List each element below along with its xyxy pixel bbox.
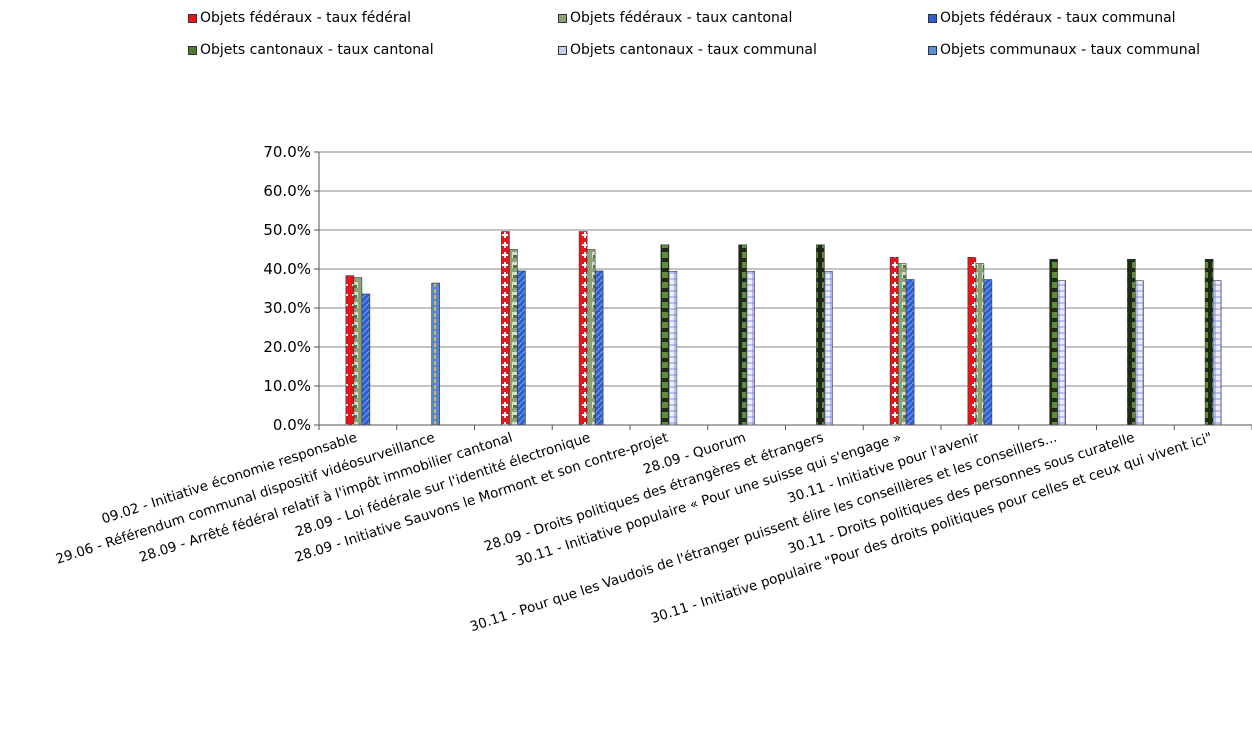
bar-series-1-cat-8 (975, 263, 985, 426)
y-tick-label: 30.0% (263, 299, 311, 317)
legend-item-communal-communal: Objets communaux - taux communal (928, 42, 1200, 58)
legend-label: Objets fédéraux - taux communal (940, 10, 1176, 26)
legend-swatch-light-blue (928, 45, 937, 55)
legend: Objets fédéraux - taux fédéral Objets fé… (0, 0, 1252, 70)
y-tick-label: 60.0% (263, 182, 311, 200)
x-axis: 09.02 - Initiative économie responsable2… (54, 424, 1252, 635)
bar-series-4-cat-5 (746, 271, 755, 426)
legend-label: Objets cantonaux - taux cantonal (200, 42, 434, 58)
legend-swatch-grey-green (558, 13, 567, 23)
bar-series-3-cat-6 (816, 244, 825, 426)
legend-item-federal-communal: Objets fédéraux - taux communal (928, 10, 1176, 26)
legend-label: Objets communaux - taux communal (940, 42, 1201, 58)
y-tick-label: 40.0% (263, 260, 311, 278)
bar-series-1-cat-0 (353, 277, 363, 426)
bar-series-5-cat-1 (431, 282, 440, 426)
bar-series-2-cat-8 (983, 279, 993, 426)
bar-series-2-cat-0 (361, 293, 371, 426)
bar-series-0-cat-7 (889, 256, 899, 426)
bar-series-1-cat-7 (897, 263, 907, 426)
bar-series-2-cat-3 (594, 270, 604, 426)
legend-item-cantonal-cantonal: Objets cantonaux - taux cantonal (188, 42, 434, 58)
bar-series-0-cat-8 (967, 256, 977, 426)
legend-swatch-dark-green (188, 45, 197, 55)
bar-series-1-cat-3 (586, 249, 596, 426)
bar-series-0-cat-2 (501, 231, 510, 426)
y-tick-label: 10.0% (263, 377, 311, 395)
bar-series-0-cat-0 (345, 275, 355, 426)
y-tick-label: 70.0% (263, 143, 311, 161)
bar-series-0-cat-3 (578, 231, 588, 426)
legend-item-federal-cantonal: Objets fédéraux - taux cantonal (558, 10, 792, 26)
legend-item-cantonal-communal: Objets cantonaux - taux communal (558, 42, 817, 58)
bar-series-3-cat-4 (660, 244, 670, 426)
legend-swatch-red (188, 13, 197, 23)
y-tick-label: 20.0% (263, 338, 311, 356)
legend-label: Objets fédéraux - taux cantonal (570, 10, 793, 26)
gridlines (319, 151, 1252, 426)
bar-series-3-cat-9 (1049, 258, 1058, 426)
bar-series-2-cat-7 (905, 279, 915, 426)
legend-label: Objets cantonaux - taux communal (570, 42, 817, 58)
legend-swatch-blue (928, 13, 937, 23)
bar-series-4-cat-9 (1057, 280, 1066, 426)
legend-item-federal-federal: Objets fédéraux - taux fédéral (188, 10, 411, 26)
bar-series-3-cat-5 (738, 244, 747, 426)
bar-series-2-cat-2 (517, 270, 526, 426)
bar-series-4-cat-10 (1135, 280, 1144, 426)
legend-label: Objets fédéraux - taux fédéral (200, 10, 412, 26)
bar-series-4-cat-6 (824, 271, 833, 426)
y-tick-label: 0.0% (273, 416, 311, 434)
bar-series-3-cat-11 (1204, 258, 1214, 426)
bar-series-4-cat-4 (668, 271, 678, 426)
bars (345, 231, 1222, 426)
bar-series-1-cat-2 (509, 249, 518, 426)
y-axis: 0.0% 10.0% 20.0% 30.0% 40.0% 50.0% 60.0% 70.0% (263, 143, 320, 434)
legend-swatch-lavender (558, 45, 567, 55)
bar-series-3-cat-10 (1127, 258, 1136, 426)
bar-series-4-cat-11 (1212, 280, 1222, 426)
y-tick-label: 50.0% (263, 221, 311, 239)
